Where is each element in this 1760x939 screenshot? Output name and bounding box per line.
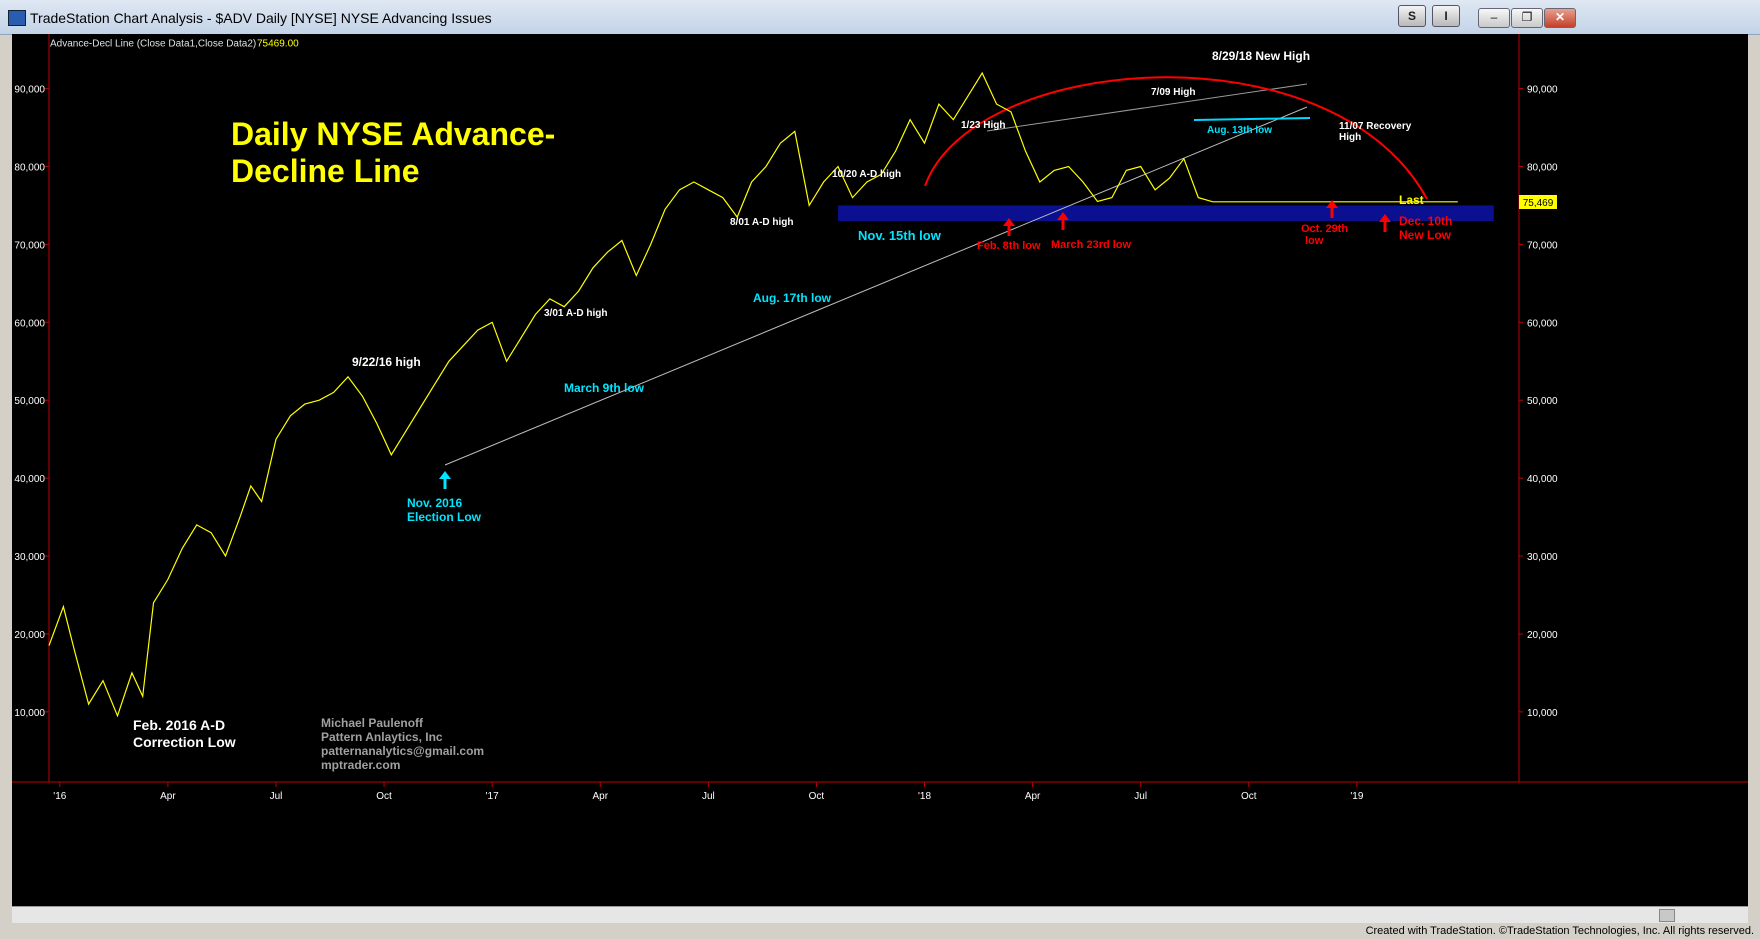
label-nov-15th-low: Nov. 15th low xyxy=(858,228,942,243)
y-axis-left: 90,000 80,000 70,000 60,000 50,000 40,000 30,0… xyxy=(14,85,49,719)
x-tick-label: Apr xyxy=(160,791,176,802)
x-tick-label: Jul xyxy=(1134,791,1147,802)
y-tick-label-left: 80,000 xyxy=(14,162,45,173)
y-tick-label-right: 70,000 xyxy=(1527,240,1558,251)
y-tick-label-left: 20,000 xyxy=(14,630,45,641)
label-7-09-high: 7/09 High xyxy=(1151,87,1195,98)
y-tick-label-right: 80,000 xyxy=(1527,162,1558,173)
horizontal-scrollbar[interactable] xyxy=(12,906,1748,923)
trendline-upper xyxy=(986,83,1308,132)
x-tick-label: '18 xyxy=(918,791,931,802)
chart-area[interactable]: 90,000 80,000 70,000 60,000 50,000 40,000 30,0… xyxy=(12,34,1748,906)
y-tick-label-right: 40,000 xyxy=(1527,474,1558,485)
credit-email: patternanalytics@gmail.com xyxy=(321,744,484,758)
label-feb-2016: Feb. 2016 A-D xyxy=(133,717,225,733)
label-8-01-high: 8/01 A-D high xyxy=(730,217,794,228)
x-tick-label: Oct xyxy=(376,791,392,802)
arrows-group xyxy=(439,200,1391,489)
label-aug-17th-low: Aug. 17th low xyxy=(753,291,832,305)
label-election-low: Election Low xyxy=(407,510,482,524)
window-title: TradeStation Chart Analysis - $ADV Daily… xyxy=(30,10,492,26)
s-menu-button[interactable]: S xyxy=(1398,5,1426,27)
label-march-9th-low: March 9th low xyxy=(564,381,645,395)
x-tick-label: Jul xyxy=(702,791,715,802)
label-correction-low: Correction Low xyxy=(133,734,236,750)
label-3-01-high: 3/01 A-D high xyxy=(544,308,608,319)
chart-title-line2: Decline Line xyxy=(231,153,420,189)
arrow-dec-10th-head xyxy=(1379,214,1391,222)
series-ad-line xyxy=(48,71,1458,718)
label-aug-13th-low: Aug. 13th low xyxy=(1207,125,1272,136)
y-tick-label-left: 90,000 xyxy=(14,85,45,96)
label-11-07-high: High xyxy=(1339,132,1361,143)
indicator-label: Advance-Decl Line (Close Data1,Close Dat… xyxy=(50,38,256,49)
scrollbar-thumb[interactable] xyxy=(1659,909,1675,922)
y-tick-label-left: 10,000 xyxy=(14,708,45,719)
label-nov-2016: Nov. 2016 xyxy=(407,496,462,510)
ad-line-chart[interactable]: 90,000 80,000 70,000 60,000 50,000 40,000 30,0… xyxy=(12,34,1748,906)
arrow-oct-29th-head xyxy=(1326,200,1338,208)
y-tick-label-left: 70,000 xyxy=(14,240,45,251)
y-tick-label-left: 40,000 xyxy=(14,474,45,485)
label-oct-29th-low: low xyxy=(1305,235,1324,247)
y-tick-label-right: 30,000 xyxy=(1527,552,1558,563)
y-tick-label-left: 60,000 xyxy=(14,318,45,329)
restore-icon[interactable]: ❐ xyxy=(1511,8,1543,28)
y-axis-right: 90,000 80,000 70,000 60,000 50,000 40,000 30,0… xyxy=(1519,85,1558,719)
app-icon xyxy=(8,10,26,26)
label-9-22-16-high: 9/22/16 high xyxy=(352,355,421,369)
x-tick-label: '19 xyxy=(1350,791,1363,802)
y-tick-label-right: 60,000 xyxy=(1527,318,1558,329)
x-tick-label: Oct xyxy=(1241,791,1257,802)
label-last: Last xyxy=(1399,193,1424,207)
credit-name: Michael Paulenoff xyxy=(321,716,424,730)
last-value-tag-bg xyxy=(1519,195,1557,209)
label-dec-10th: Dec. 10th xyxy=(1399,214,1452,228)
y-tick-label-left: 30,000 xyxy=(14,552,45,563)
aug13-level-line xyxy=(1193,117,1311,121)
arrow-march-23rd-head xyxy=(1057,212,1069,220)
label-feb-8th-low: Feb. 8th low xyxy=(977,240,1041,252)
label-8-29-18-new-high: 8/29/18 New High xyxy=(1212,49,1310,63)
x-tick-label: Apr xyxy=(1025,791,1041,802)
y-tick-label-right: 50,000 xyxy=(1527,396,1558,407)
label-1-23-high: 1/23 High xyxy=(961,120,1005,131)
credit-website: mptrader.com xyxy=(321,758,400,772)
trendline-long xyxy=(444,106,1308,466)
chart-title-line1: Daily NYSE Advance- xyxy=(231,116,555,152)
i-menu-button[interactable]: I xyxy=(1432,5,1460,27)
label-oct-29th: Oct. 29th xyxy=(1301,223,1348,235)
credit-company: Pattern Anlaytics, Inc xyxy=(321,730,443,744)
x-tick-label: Jul xyxy=(270,791,283,802)
indicator-value: 75469.00 xyxy=(257,38,299,49)
label-new-low: New Low xyxy=(1399,228,1452,242)
label-10-20-high: 10/20 A-D high xyxy=(832,169,901,180)
minimize-icon[interactable]: – xyxy=(1478,8,1510,28)
label-11-07-recovery: 11/07 Recovery xyxy=(1339,121,1412,132)
topping-arc xyxy=(924,76,1428,200)
arrow-feb-8th-head xyxy=(1003,218,1015,226)
y-tick-label-left: 50,000 xyxy=(14,396,45,407)
arrow-election-low-head xyxy=(439,471,451,479)
label-march-23rd-low: March 23rd low xyxy=(1051,239,1132,251)
x-tick-label: Oct xyxy=(809,791,825,802)
close-icon[interactable]: ✕ xyxy=(1544,8,1576,28)
support-zone xyxy=(838,205,1494,221)
x-tick-label: Apr xyxy=(592,791,608,802)
y-tick-label-right: 90,000 xyxy=(1527,85,1558,96)
y-tick-label-right: 10,000 xyxy=(1527,708,1558,719)
x-axis: '16 Apr Jul Oct '17 Apr Jul Oct '18 Apr Jul Oct '19 xyxy=(53,782,1364,802)
x-tick-label: '16 xyxy=(53,791,66,802)
last-value-tag: 75,469 xyxy=(1523,198,1554,209)
title-bar: TradeStation Chart Analysis - $ADV Daily… xyxy=(0,0,1760,35)
y-tick-label-right: 20,000 xyxy=(1527,630,1558,641)
footer-copyright: Created with TradeStation. ©TradeStation… xyxy=(1365,925,1754,937)
x-tick-label: '17 xyxy=(486,791,499,802)
